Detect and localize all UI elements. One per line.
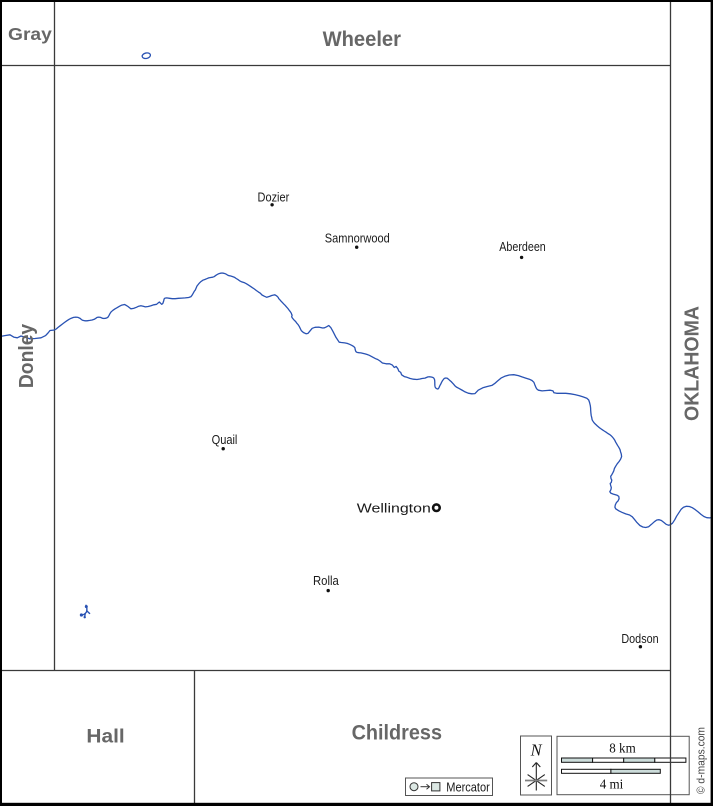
svg-text:Donley: Donley — [16, 323, 38, 388]
svg-text:Rolla: Rolla — [313, 573, 339, 588]
svg-text:Dodson: Dodson — [621, 631, 658, 646]
svg-text:8 km: 8 km — [609, 741, 636, 756]
svg-text:Quail: Quail — [212, 432, 238, 447]
svg-text:Wellington: Wellington — [357, 501, 431, 516]
svg-text:Childress: Childress — [352, 721, 442, 745]
svg-text:Samnorwood: Samnorwood — [325, 230, 390, 245]
svg-text:Mercator: Mercator — [446, 779, 490, 794]
svg-text:4 mi: 4 mi — [600, 777, 624, 792]
svg-text:OKLAHOMA: OKLAHOMA — [680, 306, 703, 421]
svg-text:Hall: Hall — [86, 726, 124, 748]
svg-text:Aberdeen: Aberdeen — [499, 239, 546, 254]
svg-text:Wheeler: Wheeler — [323, 28, 401, 51]
svg-text:Gray: Gray — [8, 24, 52, 44]
svg-text:© d-maps.com: © d-maps.com — [696, 727, 708, 794]
svg-text:N: N — [530, 740, 543, 759]
svg-text:Dozier: Dozier — [258, 189, 290, 204]
